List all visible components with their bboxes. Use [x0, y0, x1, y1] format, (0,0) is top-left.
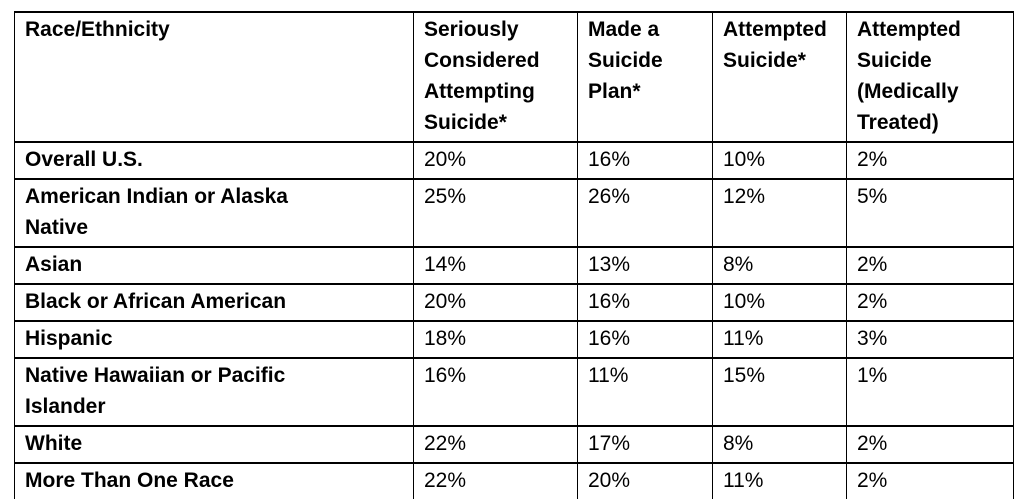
row-label: Hispanic: [14, 320, 414, 359]
table-row: More Than One Race 22% 20% 11% 2%: [14, 462, 1014, 499]
header-row: Race/Ethnicity Seriously Considered Atte…: [14, 11, 1014, 143]
row-label: More Than One Race: [14, 462, 414, 499]
cell-value: 11%: [712, 462, 847, 499]
table-row: Native Hawaiian or Pacific Islander 16% …: [14, 357, 1014, 427]
race-ethnicity-suicide-table: Race/Ethnicity Seriously Considered Atte…: [14, 11, 1014, 499]
cell-value: 3%: [846, 320, 1014, 359]
cell-value: 2%: [846, 462, 1014, 499]
cell-value: 26%: [577, 178, 713, 248]
column-header-attempted-medically-treated: Attempted Suicide (Medically Treated): [846, 11, 1014, 143]
column-header-attempted: Attempted Suicide*: [712, 11, 847, 143]
table-row: Black or African American 20% 16% 10% 2%: [14, 283, 1014, 322]
cell-value: 11%: [577, 357, 713, 427]
cell-value: 11%: [712, 320, 847, 359]
row-label: American Indian or Alaska Native: [14, 178, 414, 248]
cell-value: 14%: [413, 246, 578, 285]
row-label: White: [14, 425, 414, 464]
cell-value: 16%: [413, 357, 578, 427]
cell-value: 17%: [577, 425, 713, 464]
table-row: Overall U.S. 20% 16% 10% 2%: [14, 141, 1014, 180]
cell-value: 15%: [712, 357, 847, 427]
cell-value: 25%: [413, 178, 578, 248]
cell-value: 2%: [846, 141, 1014, 180]
cell-value: 2%: [846, 425, 1014, 464]
row-label: Black or African American: [14, 283, 414, 322]
table-row: White 22% 17% 8% 2%: [14, 425, 1014, 464]
cell-value: 8%: [712, 425, 847, 464]
cell-value: 22%: [413, 462, 578, 499]
column-header-race-ethnicity: Race/Ethnicity: [14, 11, 414, 143]
cell-value: 5%: [846, 178, 1014, 248]
cell-value: 13%: [577, 246, 713, 285]
table-row: Asian 14% 13% 8% 2%: [14, 246, 1014, 285]
cell-value: 2%: [846, 246, 1014, 285]
table-body: Overall U.S. 20% 16% 10% 2% American Ind…: [14, 141, 1014, 499]
column-header-seriously-considered: Seriously Considered Attempting Suicide*: [413, 11, 578, 143]
row-label: Asian: [14, 246, 414, 285]
cell-value: 8%: [712, 246, 847, 285]
cell-value: 16%: [577, 283, 713, 322]
cell-value: 10%: [712, 283, 847, 322]
row-label: Overall U.S.: [14, 141, 414, 180]
cell-value: 10%: [712, 141, 847, 180]
column-header-made-plan: Made a Suicide Plan*: [577, 11, 713, 143]
cell-value: 18%: [413, 320, 578, 359]
cell-value: 2%: [846, 283, 1014, 322]
cell-value: 12%: [712, 178, 847, 248]
cell-value: 20%: [413, 283, 578, 322]
cell-value: 16%: [577, 320, 713, 359]
cell-value: 20%: [577, 462, 713, 499]
cell-value: 16%: [577, 141, 713, 180]
cell-value: 1%: [846, 357, 1014, 427]
row-label: Native Hawaiian or Pacific Islander: [14, 357, 414, 427]
cell-value: 20%: [413, 141, 578, 180]
table-row: American Indian or Alaska Native 25% 26%…: [14, 178, 1014, 248]
cell-value: 22%: [413, 425, 578, 464]
table-row: Hispanic 18% 16% 11% 3%: [14, 320, 1014, 359]
